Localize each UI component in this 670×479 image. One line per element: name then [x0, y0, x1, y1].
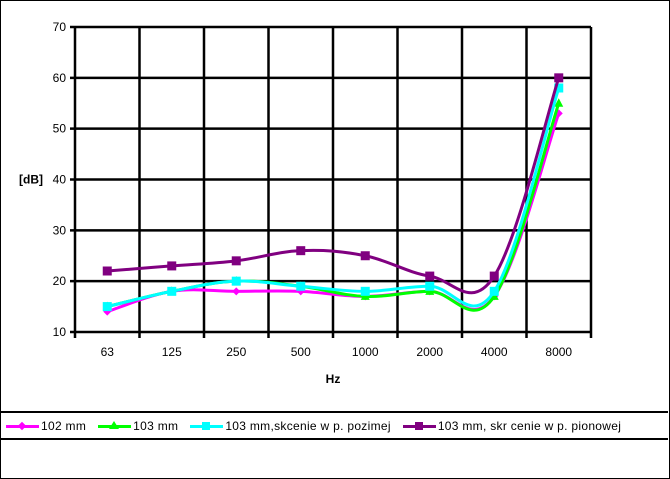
- y-tick-label: 40: [53, 173, 67, 187]
- square-marker-icon: [296, 246, 306, 256]
- x-tick-label: 8000: [545, 345, 572, 359]
- square-marker-icon: [360, 286, 370, 296]
- x-tick-label: 125: [162, 345, 182, 359]
- square-marker-icon: [360, 251, 370, 261]
- square-marker-icon: [231, 276, 241, 286]
- y-tick-label: 70: [53, 20, 67, 34]
- square-marker-icon: [167, 286, 177, 296]
- x-tick-label: 1000: [352, 345, 379, 359]
- y-tick-label: 60: [53, 71, 67, 85]
- x-tick-label: 500: [291, 345, 311, 359]
- legend-triangle-marker-icon: [98, 420, 132, 431]
- y-tick-label: 50: [53, 122, 67, 136]
- legend-diamond-marker-icon: [6, 421, 39, 431]
- x-tick-label: 4000: [481, 345, 508, 359]
- legend-label: 103 mm,skcenie w p. pozimej: [225, 418, 391, 433]
- x-axis-title: Hz: [326, 372, 341, 386]
- triangle-marker-icon: [554, 98, 564, 107]
- square-marker-icon: [489, 286, 499, 296]
- legend-item-103mm-pozimej: 103 mm,skcenie w p. pozimej: [190, 419, 391, 433]
- square-marker-icon: [554, 83, 564, 93]
- legend-item-103mm: 103 mm: [98, 419, 178, 433]
- square-marker-icon: [102, 302, 112, 312]
- square-marker-icon: [167, 261, 177, 271]
- legend-label: 103 mm, skr cenie w p. pionowej: [437, 418, 622, 433]
- series-2: [102, 83, 564, 312]
- square-marker-icon: [102, 266, 112, 276]
- square-marker-icon: [425, 271, 435, 281]
- legend-square-marker-icon: [190, 421, 224, 431]
- chart-plot: 10 20 30 40 50 60 70 63 125 250 500 1000 2000 4000 800…: [19, 20, 593, 386]
- legend-label: 103 mm: [133, 418, 179, 433]
- legend-label: 102 mm: [41, 418, 87, 433]
- square-marker-icon: [296, 281, 306, 291]
- square-marker-icon: [425, 281, 435, 291]
- y-tick-label: 30: [53, 223, 67, 237]
- square-marker-icon: [489, 271, 499, 281]
- legend-square-marker-icon: [402, 421, 436, 431]
- x-tick-label: 2000: [416, 345, 443, 359]
- square-marker-icon: [231, 256, 241, 266]
- square-marker-icon: [554, 73, 564, 83]
- x-tick-label: 63: [101, 345, 115, 359]
- y-tick-label: 10: [53, 325, 67, 339]
- legend-item-103mm-pionowej: 103 mm, skr cenie w p. pionowej: [402, 418, 622, 433]
- diamond-marker-icon: [232, 287, 241, 296]
- y-tick-label: 20: [53, 274, 67, 288]
- legend-item-102mm: 102 mm: [6, 419, 86, 433]
- x-tick-label: 250: [226, 345, 246, 359]
- series-3: [102, 73, 564, 295]
- y-axis-title: [dB]: [19, 173, 43, 187]
- legend: 102 mm 103 mm 103 mm,skcenie w p. pozime…: [0, 411, 668, 440]
